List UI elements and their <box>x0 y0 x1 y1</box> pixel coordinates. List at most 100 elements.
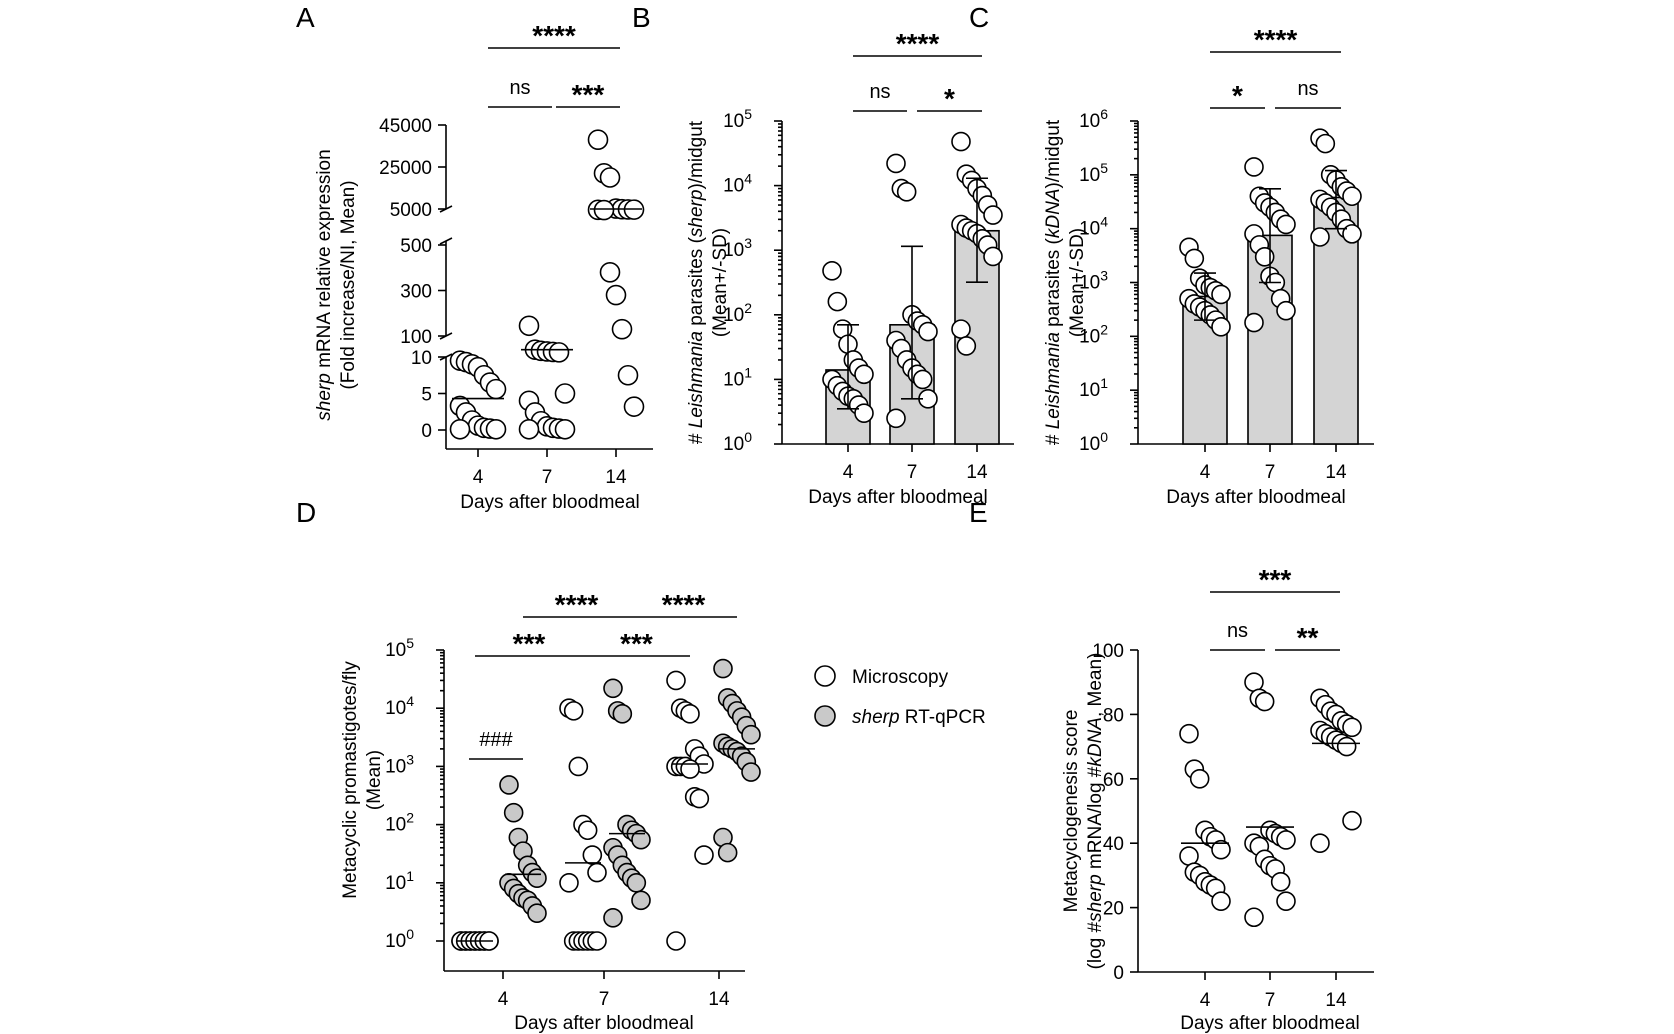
e-data-point <box>1310 833 1330 854</box>
b-data-point <box>827 291 848 312</box>
d-microscopy-point <box>680 704 700 724</box>
b-data-point <box>886 408 906 429</box>
d-microscopy-point <box>587 862 607 883</box>
e-xtick-label: 7 <box>1265 990 1276 1011</box>
b-data-point <box>854 364 874 385</box>
d-microscopy-point <box>577 820 598 841</box>
c-data-point <box>1211 317 1231 337</box>
a-ylabel-line2: (Fold increase/NI, Mean) <box>338 180 359 389</box>
d-ylabel-line2: (Mean) <box>364 750 385 810</box>
c-xlabel: Days after bloodmeal <box>1166 487 1346 508</box>
c-ytick-label: 101 <box>1079 375 1108 401</box>
panel-letter-a: A <box>296 2 315 33</box>
a-ytick-label: 500 <box>400 236 432 257</box>
c-xtick-label: 7 <box>1265 462 1276 483</box>
e-ytick-label: 100 <box>1092 641 1124 662</box>
b-data-point <box>918 321 938 342</box>
a-data-point <box>449 418 471 440</box>
d-sherp-point <box>741 762 761 782</box>
a-ytick-label: 5 <box>421 385 432 406</box>
b-data-point <box>854 403 874 423</box>
b-xlabel: Days after bloodmeal <box>808 487 988 508</box>
d-sherp-point <box>603 908 623 928</box>
b-data-point <box>886 153 906 174</box>
c-data-point <box>1244 157 1264 177</box>
a-data-point <box>554 418 576 440</box>
d-sherp-point <box>612 704 633 724</box>
e-ylabel-line1: Metacyclogenesis score <box>1061 710 1082 913</box>
e-data-point <box>1179 723 1199 744</box>
e-ytick-label: 80 <box>1103 705 1124 726</box>
b-ylabel-group: # Leishmania parasites (sherp)/midgut(Me… <box>686 120 731 444</box>
e-ytick-label: 60 <box>1103 770 1124 791</box>
b-ytick-label: 104 <box>723 171 752 197</box>
a-data-point <box>587 129 609 150</box>
c-data-point <box>1342 224 1362 244</box>
c-ylabel-line2: (Mean+/-SD) <box>1067 228 1088 337</box>
a-ytick-label: 0 <box>421 421 432 442</box>
c-xtick-label: 14 <box>1325 462 1347 483</box>
b-data-point <box>822 260 842 281</box>
d-sherp-point <box>499 775 519 795</box>
panel-letter-c: C <box>969 2 989 33</box>
e-data-point <box>1179 846 1199 866</box>
c-data-point <box>1342 186 1362 207</box>
e-comp-4-7-label: ns <box>1227 620 1248 642</box>
b-data-point <box>912 369 933 390</box>
c-ytick-label: 105 <box>1079 160 1108 186</box>
e-data-point <box>1244 672 1264 693</box>
e-data-point <box>1211 839 1231 860</box>
a-data-point <box>548 342 570 363</box>
panel-letter-b: B <box>632 2 651 33</box>
d-sherp-point <box>631 829 651 850</box>
d-sherp-point <box>717 842 738 863</box>
d-microscopy-point <box>559 872 579 893</box>
e-ylabel-line2: (log #sherp mRNA/log #kDNA, Mean) <box>1085 653 1106 970</box>
e-data-point <box>1342 717 1362 738</box>
d-sherp-point <box>741 724 761 745</box>
a-xlabel: Days after bloodmeal <box>460 492 640 513</box>
a-break-2 <box>439 237 453 245</box>
a-data-point <box>617 364 639 386</box>
e-data-point <box>1276 891 1296 911</box>
c-ylabel-line1: # Leishmania parasites (kDNA)/midgut <box>1043 119 1064 445</box>
a-comp-4-14-label: **** <box>532 20 576 51</box>
b-ytick-label: 101 <box>723 364 752 390</box>
panel-letter-d: D <box>296 497 316 528</box>
d-microscopy-point <box>689 788 710 809</box>
d-microscopy-point <box>587 931 607 951</box>
d-ytick-label: 103 <box>385 751 414 777</box>
b-data-point <box>983 246 1003 267</box>
a-ytick-label: 10 <box>411 348 432 369</box>
a-data-point <box>518 418 540 440</box>
a-data-point <box>518 315 540 337</box>
c-data-point <box>1184 248 1205 269</box>
b-ytick-label: 105 <box>723 106 752 132</box>
d-legend-sherp-marker <box>814 705 836 727</box>
b-ylabel-line1: # Leishmania parasites (sherp)/midgut <box>686 120 707 444</box>
d-microscopy-point <box>666 670 686 691</box>
c-data-point <box>1310 227 1330 247</box>
d-sherp-point <box>713 658 733 679</box>
e-comp-7-14-label: ** <box>1297 622 1319 653</box>
d-comp-7-14-microscopy-label: *** <box>620 628 653 659</box>
c-comp-4-14-label: **** <box>1254 24 1298 55</box>
d-microscopy-point <box>680 759 700 779</box>
a-data-point <box>554 383 576 404</box>
d-ylabel-group: Metacyclic promastigotes/fly (Mean) <box>340 661 385 899</box>
a-ytick-label: 25000 <box>379 158 432 179</box>
b-comp-7-14-label: * <box>944 83 955 114</box>
e-ylabel-group: Metacyclogenesis score(log #sherp mRNA/l… <box>1061 653 1106 970</box>
c-data-point <box>1211 284 1231 305</box>
d-sherp-point <box>603 678 623 699</box>
c-data-point <box>1315 133 1336 154</box>
d-ytick-label: 105 <box>385 635 414 661</box>
d-microscopy-point <box>568 756 589 777</box>
d-legend-microscopy-marker <box>814 665 836 687</box>
d-microscopy-point <box>582 845 603 865</box>
d-xtick-label: 4 <box>498 989 509 1010</box>
a-ytick-label: 100 <box>400 327 432 348</box>
a-comp-7-14-label: *** <box>572 79 605 110</box>
e-data-point <box>1336 736 1357 757</box>
